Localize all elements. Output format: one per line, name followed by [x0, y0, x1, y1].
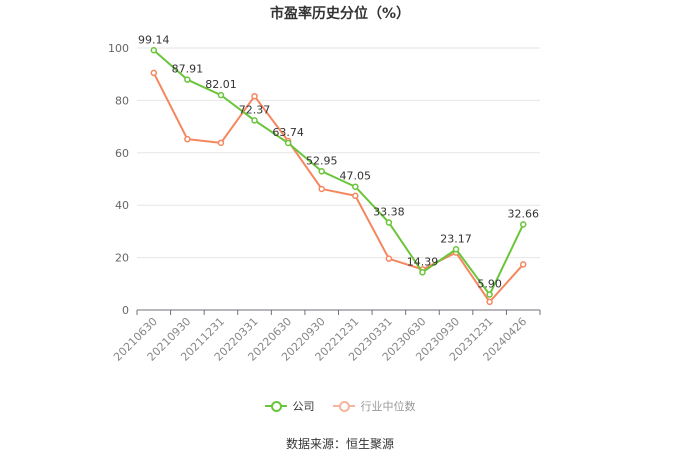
y-tick-label: 0	[122, 304, 129, 317]
data-label: 52.95	[306, 154, 338, 167]
legend-industry-marker-icon	[332, 400, 355, 412]
data-point-company[interactable]	[452, 246, 460, 253]
data-label: 33.38	[373, 206, 405, 219]
data-point-industry-median[interactable]	[486, 298, 493, 306]
data-point-company[interactable]	[184, 76, 191, 83]
legend-item-company[interactable]: 公司	[264, 398, 315, 414]
data-point-industry-median[interactable]	[217, 139, 225, 147]
data-point-company[interactable]	[217, 91, 225, 99]
data-source: 数据来源：恒生聚源	[285, 437, 394, 451]
legend-company-label: 公司	[292, 400, 315, 413]
data-point-company[interactable]	[486, 291, 493, 298]
axes: 0204060801002021063020210930202112312022…	[108, 42, 541, 364]
legend-item-industry-median[interactable]: 行业中位数	[332, 398, 416, 414]
data-point-company[interactable]	[419, 269, 426, 276]
data-label: 47.05	[340, 170, 372, 183]
data-label: 14.39	[407, 255, 439, 268]
y-tick-label: 100	[108, 42, 129, 55]
gridlines	[137, 47, 540, 259]
data-point-industry-median[interactable]	[251, 92, 258, 100]
legend: 公司 行业中位数	[0, 398, 680, 414]
data-point-industry-median[interactable]	[184, 135, 191, 143]
data-label: 82.01	[205, 78, 237, 91]
series-lines	[150, 47, 527, 306]
y-tick-label: 20	[115, 252, 129, 265]
data-point-company[interactable]	[385, 219, 393, 226]
data-point-company[interactable]	[251, 117, 258, 124]
data-label: 63.74	[272, 126, 304, 139]
y-tick-label: 80	[115, 94, 129, 107]
y-tick-label: 60	[115, 147, 129, 160]
data-label: 23.17	[440, 232, 472, 245]
data-point-company[interactable]	[318, 168, 325, 175]
y-tick-label: 40	[115, 199, 129, 212]
data-point-company[interactable]	[284, 139, 292, 147]
data-point-industry-median[interactable]	[519, 261, 527, 268]
data-point-company[interactable]	[150, 47, 158, 54]
data-point-company[interactable]	[352, 183, 359, 190]
data-point-industry-median[interactable]	[318, 185, 325, 193]
data-point-industry-median[interactable]	[385, 255, 393, 262]
legend-company-marker-icon	[264, 400, 287, 412]
series-line-industry-median	[152, 72, 524, 303]
chart-title: 市盈率历史分位（%）	[269, 6, 411, 22]
data-point-industry-median[interactable]	[352, 192, 359, 200]
series-line-company	[153, 49, 525, 296]
data-point-industry-median[interactable]	[150, 69, 158, 77]
data-point-company[interactable]	[519, 221, 527, 228]
legend-industry-label: 行业中位数	[360, 400, 416, 413]
data-label: 32.66	[507, 207, 539, 220]
data-label: 72.37	[239, 103, 271, 116]
data-label: 87.91	[172, 63, 204, 76]
data-label: 99.14	[138, 33, 170, 46]
data-label: 5.90	[477, 278, 502, 291]
